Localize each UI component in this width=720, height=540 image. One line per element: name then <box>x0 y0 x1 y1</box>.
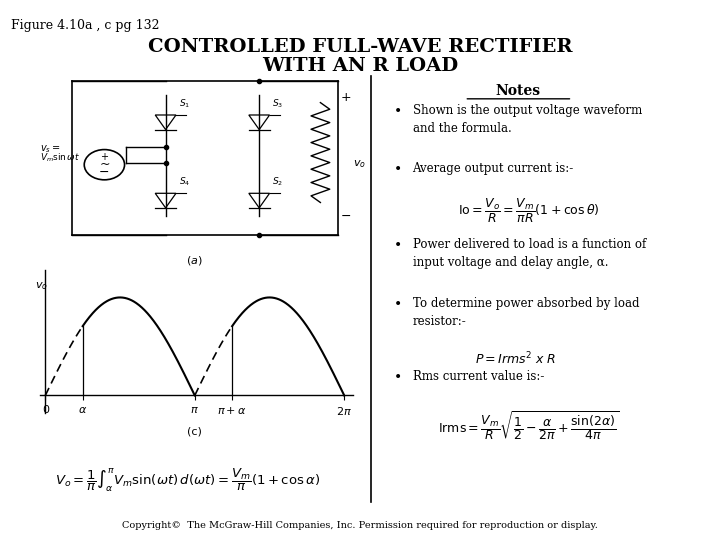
Text: $S_1$: $S_1$ <box>179 97 190 110</box>
Text: $S_2$: $S_2$ <box>272 176 283 188</box>
Text: •: • <box>394 238 402 252</box>
Text: Figure 4.10a , c pg 132: Figure 4.10a , c pg 132 <box>11 19 159 32</box>
Text: •: • <box>394 162 402 176</box>
Text: +: + <box>100 152 109 161</box>
Text: Copyright©  The McGraw-Hill Companies, Inc. Permission required for reproduction: Copyright© The McGraw-Hill Companies, In… <box>122 521 598 530</box>
Text: Notes: Notes <box>496 84 541 98</box>
Text: Shown is the output voltage waveform
and the formula.: Shown is the output voltage waveform and… <box>413 104 642 134</box>
Text: Average output current is:-: Average output current is:- <box>413 162 574 175</box>
Text: •: • <box>394 104 402 118</box>
Text: $v_o$: $v_o$ <box>35 280 48 292</box>
Text: •: • <box>394 297 402 311</box>
Text: $V_m \sin\omega t$: $V_m \sin\omega t$ <box>40 151 80 164</box>
Text: $\mathrm{Io} = \dfrac{V_o}{R} = \dfrac{V_m}{\pi R}(1 + \cos\theta)$: $\mathrm{Io} = \dfrac{V_o}{R} = \dfrac{V… <box>459 197 600 225</box>
Text: −: − <box>341 210 351 222</box>
Text: (c): (c) <box>187 427 202 437</box>
Text: CONTROLLED FULL-WAVE RECTIFIER: CONTROLLED FULL-WAVE RECTIFIER <box>148 38 572 56</box>
Text: Power delivered to load is a function of
input voltage and delay angle, α.: Power delivered to load is a function of… <box>413 238 646 268</box>
Text: +: + <box>341 91 351 104</box>
Text: −: − <box>99 166 109 179</box>
Text: WITH AN R LOAD: WITH AN R LOAD <box>262 57 458 75</box>
Text: $(a)$: $(a)$ <box>186 254 203 267</box>
Text: $S_4$: $S_4$ <box>179 176 190 188</box>
Text: To determine power absorbed by load
resistor:-: To determine power absorbed by load resi… <box>413 297 639 328</box>
Text: •: • <box>394 370 402 384</box>
Text: ~: ~ <box>99 158 109 171</box>
Text: $v_s =$: $v_s =$ <box>40 144 60 156</box>
Text: $P = Irms^2 \; x \; R$: $P = Irms^2 \; x \; R$ <box>474 351 555 368</box>
Text: $S_3$: $S_3$ <box>272 97 284 110</box>
Text: Rms current value is:-: Rms current value is:- <box>413 370 544 383</box>
Text: $\mathrm{Irms} = \dfrac{V_m}{R}\sqrt{\dfrac{1}{2} - \dfrac{\alpha}{2\pi} + \dfra: $\mathrm{Irms} = \dfrac{V_m}{R}\sqrt{\df… <box>438 409 620 442</box>
Text: $V_o = \dfrac{1}{\pi}\int_{\alpha}^{\pi} V_m \sin(\omega t)\,d(\omega t) = \dfra: $V_o = \dfrac{1}{\pi}\int_{\alpha}^{\pi}… <box>55 467 320 495</box>
Text: $v_o$: $v_o$ <box>353 158 366 170</box>
